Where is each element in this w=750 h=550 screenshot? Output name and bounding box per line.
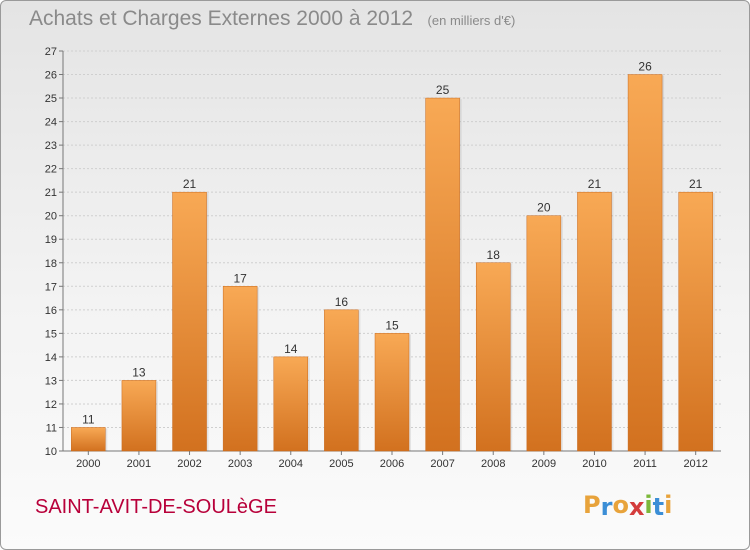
y-tick-label: 16: [45, 305, 57, 317]
bar: [374, 333, 410, 452]
y-tick-label: 10: [45, 446, 57, 458]
x-tick-label: 2011: [633, 458, 657, 470]
x-tick-label: 2012: [683, 458, 707, 470]
proxiti-logo: Proxiti: [583, 491, 673, 521]
bar-value-label: 15: [385, 318, 399, 332]
bar: [172, 191, 207, 452]
y-tick-label: 14: [45, 352, 57, 364]
bar: [627, 74, 663, 452]
bar: [577, 191, 612, 452]
logo-letter: P: [583, 491, 601, 519]
logo-letter: i: [664, 491, 673, 519]
logo-letter: i: [644, 491, 653, 519]
bar-value-label: 14: [284, 342, 298, 356]
x-tick-label: 2007: [430, 458, 454, 470]
y-tick-label: 24: [45, 117, 57, 129]
bar-value-label: 21: [588, 177, 602, 191]
bar-value-label: 11: [82, 412, 95, 426]
bar: [475, 262, 511, 452]
y-tick-label: 13: [45, 375, 57, 387]
bar: [324, 309, 359, 452]
x-tick-label: 2008: [481, 458, 505, 470]
y-tick-label: 21: [45, 187, 57, 199]
y-tick-label: 26: [45, 70, 57, 82]
logo-letter: x: [628, 493, 645, 521]
bar-value-label: 26: [638, 60, 652, 74]
town-name: SAINT-AVIT-DE-SOULèGE: [35, 496, 277, 518]
y-tick-label: 22: [45, 164, 57, 176]
logo-letter: o: [612, 491, 629, 519]
x-tick-label: 2006: [380, 458, 404, 470]
y-tick-label: 27: [45, 46, 57, 58]
bar: [121, 380, 157, 452]
bar-value-label: 17: [233, 271, 247, 285]
chart-title-block: Achats et Charges Externes 2000 à 2012 (…: [29, 7, 515, 31]
y-tick-label: 19: [45, 234, 57, 246]
bar-value-label: 25: [436, 83, 450, 97]
bar-value-label: 21: [183, 177, 197, 191]
y-tick-label: 12: [45, 399, 57, 411]
x-tick-label: 2004: [279, 458, 303, 470]
y-tick-label: 25: [45, 93, 57, 105]
y-tick-label: 18: [45, 258, 57, 270]
bar: [71, 427, 106, 452]
bar-value-label: 16: [335, 295, 349, 309]
bar-value-label: 20: [537, 201, 551, 215]
x-tick-label: 2002: [177, 458, 201, 470]
x-tick-label: 2009: [532, 458, 556, 470]
bar-value-label: 13: [132, 365, 146, 379]
bar: [273, 356, 309, 452]
y-tick-label: 17: [45, 281, 57, 293]
y-tick-label: 11: [46, 422, 57, 434]
bar: [526, 215, 562, 452]
bar: [425, 97, 460, 452]
bar-value-label: 21: [689, 177, 703, 191]
y-tick-label: 20: [45, 211, 57, 223]
logo-letter: r: [600, 493, 613, 521]
x-tick-label: 2001: [127, 458, 151, 470]
x-tick-label: 2005: [329, 458, 353, 470]
x-tick-label: 2003: [228, 458, 252, 470]
bar: [678, 191, 713, 452]
chart-title: Achats et Charges Externes 2000 à 2012: [29, 7, 414, 30]
logo-letter: t: [652, 493, 665, 521]
x-tick-label: 2010: [582, 458, 606, 470]
y-tick-label: 15: [45, 328, 57, 340]
bar: [222, 286, 258, 452]
chart-unit: (en milliers d'€): [427, 13, 516, 28]
y-tick-label: 23: [45, 140, 57, 152]
x-tick-label: 2000: [76, 458, 100, 470]
bar-value-label: 18: [487, 248, 501, 262]
